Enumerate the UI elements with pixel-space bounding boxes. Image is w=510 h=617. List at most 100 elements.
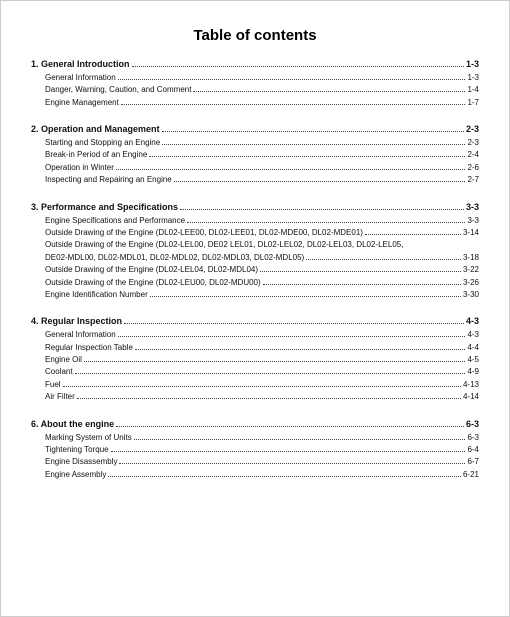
toc-dots — [116, 426, 464, 427]
toc-dots — [187, 222, 465, 223]
toc-item-label: General Information — [45, 72, 116, 84]
toc-item: Outside Drawing of the Engine (DL02-LEE0… — [31, 227, 479, 239]
toc-item-label: Starting and Stopping an Engine — [45, 137, 160, 149]
toc-item-label: Inspecting and Repairing an Engine — [45, 174, 172, 186]
toc-item: General Information 4-3 — [31, 329, 479, 341]
toc-item: Starting and Stopping an Engine 2-3 — [31, 137, 479, 149]
toc-heading-page: 4-3 — [466, 315, 479, 329]
toc-dots — [77, 398, 461, 399]
toc-item-label: Coolant — [45, 366, 73, 378]
toc-heading-page: 3-3 — [466, 201, 479, 215]
toc-dots — [263, 284, 461, 285]
toc-item: Break-in Period of an Engine 2-4 — [31, 149, 479, 161]
toc-dots — [132, 66, 464, 67]
toc-item-page: 3-3 — [467, 215, 479, 227]
toc-section: 3. Performance and Specifications3-3Engi… — [31, 201, 479, 302]
toc-item: Engine Management 1-7 — [31, 97, 479, 109]
toc-dots — [180, 209, 464, 210]
toc-item-page: 4-14 — [463, 391, 479, 403]
toc-item-label: General Information — [45, 329, 116, 341]
toc-item: General Information 1-3 — [31, 72, 479, 84]
toc-item-page: 4-5 — [467, 354, 479, 366]
toc-item: Engine Oil 4-5 — [31, 354, 479, 366]
toc-item-page: 3-30 — [463, 289, 479, 301]
toc-root: 1. General Introduction1-3General Inform… — [31, 58, 479, 481]
toc-dots — [150, 296, 461, 297]
toc-dots — [119, 463, 465, 464]
toc-item-label: Tightening Torque — [45, 444, 109, 456]
toc-item-label: Engine Specifications and Performance — [45, 215, 185, 227]
toc-section: 4. Regular Inspection4-3General Informat… — [31, 315, 479, 403]
toc-section: 6. About the engine6-3Marking System of … — [31, 418, 479, 482]
toc-dots — [193, 91, 465, 92]
toc-item-label: Marking System of Units — [45, 432, 132, 444]
toc-dots — [63, 386, 461, 387]
toc-item-label: Engine Management — [45, 97, 119, 109]
toc-heading: 6. About the engine 6-3 — [31, 418, 479, 432]
toc-item-label: Outside Drawing of the Engine (DL02-LEU0… — [45, 277, 261, 289]
toc-item-page: 4-3 — [467, 329, 479, 341]
toc-dots — [118, 79, 466, 80]
toc-item-page: 3-22 — [463, 264, 479, 276]
toc-item-page: 2-3 — [467, 137, 479, 149]
toc-heading: 1. General Introduction 1-3 — [31, 58, 479, 72]
toc-item-page: 6-7 — [467, 456, 479, 468]
toc-item-page: 2-4 — [467, 149, 479, 161]
toc-heading: 4. Regular Inspection 4-3 — [31, 315, 479, 329]
toc-dots — [260, 271, 461, 272]
toc-item-label: Engine Identification Number — [45, 289, 148, 301]
toc-item-label: Outside Drawing of the Engine (DL02-LEL0… — [45, 264, 258, 276]
toc-dots — [135, 349, 466, 350]
toc-item: Engine Identification Number 3-30 — [31, 289, 479, 301]
toc-item-label: Danger, Warning, Caution, and Comment — [45, 84, 191, 96]
toc-item: Danger, Warning, Caution, and Comment1-4 — [31, 84, 479, 96]
toc-item-page: 4-9 — [467, 366, 479, 378]
toc-item: Outside Drawing of the Engine (DL02-LEL0… — [31, 264, 479, 276]
toc-item: Engine Assembly6-21 — [31, 469, 479, 481]
toc-item-page: 4-4 — [467, 342, 479, 354]
toc-heading-label: 4. Regular Inspection — [31, 315, 122, 329]
toc-item-page: 3-26 — [463, 277, 479, 289]
toc-dots — [108, 476, 461, 477]
toc-section: 2. Operation and Management2-3Starting a… — [31, 123, 479, 187]
toc-item: Operation in Winter 2-6 — [31, 162, 479, 174]
toc-item-label: Engine Oil — [45, 354, 82, 366]
toc-item-page: 3-14 — [463, 227, 479, 239]
toc-item-page: 2-7 — [467, 174, 479, 186]
toc-item: Engine Disassembly 6-7 — [31, 456, 479, 468]
toc-dots — [134, 439, 466, 440]
toc-item-page: 6-4 — [467, 444, 479, 456]
toc-section: 1. General Introduction1-3General Inform… — [31, 58, 479, 109]
toc-heading-page: 6-3 — [466, 418, 479, 432]
toc-item-page: 2-6 — [467, 162, 479, 174]
toc-item-label: DE02-MDL00, DL02-MDL01, DL02-MDL02, DL02… — [45, 252, 304, 264]
toc-item-label: Engine Disassembly — [45, 456, 117, 468]
toc-item-wrapped-line: Outside Drawing of the Engine (DL02-LEL0… — [31, 239, 479, 251]
toc-item: Air Filter4-14 — [31, 391, 479, 403]
toc-item-page: 1-7 — [467, 97, 479, 109]
toc-heading-page: 1-3 — [466, 58, 479, 72]
toc-item: Fuel4-13 — [31, 379, 479, 391]
toc-item-page: 6-21 — [463, 469, 479, 481]
toc-item-page: 6-3 — [467, 432, 479, 444]
toc-dots — [84, 361, 466, 362]
toc-heading-label: 6. About the engine — [31, 418, 114, 432]
toc-item-label: Outside Drawing of the Engine (DL02-LEE0… — [45, 227, 363, 239]
toc-dots — [306, 259, 461, 260]
toc-item-page: 1-3 — [467, 72, 479, 84]
toc-dots — [116, 169, 466, 170]
toc-dots — [118, 336, 466, 337]
toc-item: Marking System of Units 6-3 — [31, 432, 479, 444]
toc-item: Engine Specifications and Performance 3-3 — [31, 215, 479, 227]
toc-heading-page: 2-3 — [466, 123, 479, 137]
toc-dots — [162, 144, 465, 145]
toc-item-label: Operation in Winter — [45, 162, 114, 174]
page: Table of contents 1. General Introductio… — [0, 0, 510, 617]
toc-dots — [121, 104, 466, 105]
toc-dots — [75, 373, 466, 374]
toc-heading-label: 1. General Introduction — [31, 58, 130, 72]
toc-item: Tightening Torque 6-4 — [31, 444, 479, 456]
toc-item-label: Break-in Period of an Engine — [45, 149, 147, 161]
toc-dots — [174, 181, 466, 182]
toc-heading-label: 3. Performance and Specifications — [31, 201, 178, 215]
